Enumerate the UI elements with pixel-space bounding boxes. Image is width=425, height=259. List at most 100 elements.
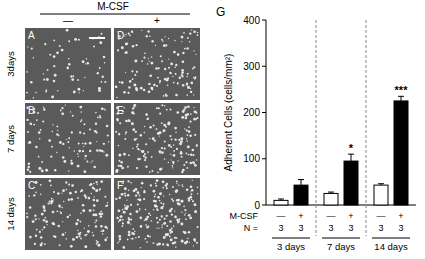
cell-speck (189, 196, 192, 199)
cell-speck (102, 230, 105, 233)
cell-speck (52, 131, 54, 133)
cell-speck (57, 130, 58, 131)
cell-speck (56, 133, 58, 135)
cell-speck (69, 192, 72, 195)
cell-speck (130, 238, 131, 239)
cell-speck (170, 63, 173, 66)
cell-speck (168, 67, 170, 69)
cell-speck (103, 56, 105, 58)
cell-speck (166, 243, 168, 245)
cell-speck (118, 133, 120, 135)
cell-speck (116, 217, 118, 219)
cell-speck (139, 209, 140, 210)
cell-speck (60, 110, 62, 112)
cell-speck (49, 179, 52, 182)
x-axis-label: M-CSF (230, 211, 259, 221)
cell-speck (120, 161, 122, 163)
cell-speck (160, 202, 162, 204)
cell-speck (53, 80, 56, 83)
cell-speck (100, 215, 102, 217)
cell-speck (128, 218, 130, 220)
cell-speck (168, 162, 169, 163)
cell-speck (62, 189, 65, 192)
cell-speck (121, 81, 124, 84)
cell-speck (85, 63, 86, 64)
cell-speck (193, 118, 196, 121)
cell-speck (44, 243, 46, 245)
cell-speck (151, 56, 153, 58)
cell-speck (27, 46, 28, 47)
cell-speck (158, 67, 160, 69)
cell-speck (28, 143, 29, 144)
cell-speck (80, 111, 82, 113)
cell-speck (187, 145, 190, 148)
cell-speck (35, 234, 37, 236)
cell-speck (139, 208, 140, 209)
cell-speck (164, 218, 166, 220)
cell-speck (192, 154, 194, 156)
cell-speck (159, 112, 161, 114)
cell-speck (141, 182, 144, 185)
cell-speck (104, 81, 106, 83)
cell-speck (90, 183, 92, 185)
group-rule (372, 238, 410, 239)
cell-speck (148, 213, 150, 215)
cell-speck (177, 202, 180, 205)
cell-speck (140, 247, 142, 249)
cell-speck (84, 142, 86, 144)
cell-speck (40, 236, 42, 238)
cell-speck (51, 200, 54, 203)
cell-speck (45, 91, 47, 93)
cell-speck (191, 199, 192, 200)
cell-speck (100, 230, 101, 231)
cell-speck (53, 65, 55, 67)
cell-speck (35, 181, 37, 183)
cell-speck (185, 218, 187, 220)
cell-speck (192, 161, 195, 164)
error-cap (328, 192, 334, 193)
cell-speck (187, 113, 189, 115)
cell-speck (188, 154, 189, 155)
cell-speck (62, 221, 63, 222)
cell-speck (148, 225, 150, 227)
cell-speck (61, 207, 62, 208)
cell-speck (191, 82, 194, 85)
cell-speck (61, 107, 63, 109)
cell-speck (79, 131, 81, 133)
cell-speck (144, 220, 145, 221)
cell-speck (186, 134, 188, 136)
cell-speck (106, 125, 109, 128)
cell-speck (163, 95, 165, 97)
cell-speck (105, 205, 107, 207)
cell-speck (162, 40, 164, 42)
cell-speck (27, 131, 29, 133)
cell-speck (161, 215, 163, 217)
cell-speck (84, 158, 85, 159)
cell-speck (129, 213, 132, 216)
cell-speck (42, 205, 45, 208)
cell-speck (145, 224, 147, 226)
cell-speck (99, 67, 101, 69)
bar (274, 200, 288, 205)
cell-speck (176, 219, 179, 222)
cell-speck (89, 209, 92, 212)
cell-speck (144, 159, 146, 161)
cell-speck (156, 227, 157, 228)
cell-speck (173, 82, 175, 84)
cell-speck (57, 225, 60, 228)
cell-speck (79, 106, 82, 109)
cell-speck (146, 216, 149, 219)
y-tick (262, 20, 266, 21)
cell-speck (107, 202, 109, 204)
cell-speck (138, 236, 140, 238)
cell-speck (176, 148, 178, 150)
cell-speck (121, 193, 124, 196)
cell-speck (93, 210, 94, 211)
cell-speck (172, 242, 175, 245)
cell-speck (144, 153, 146, 155)
cell-speck (26, 71, 28, 73)
cell-speck (93, 46, 95, 48)
cell-speck (149, 138, 150, 139)
cell-speck (163, 203, 165, 205)
cell-speck (60, 211, 61, 212)
